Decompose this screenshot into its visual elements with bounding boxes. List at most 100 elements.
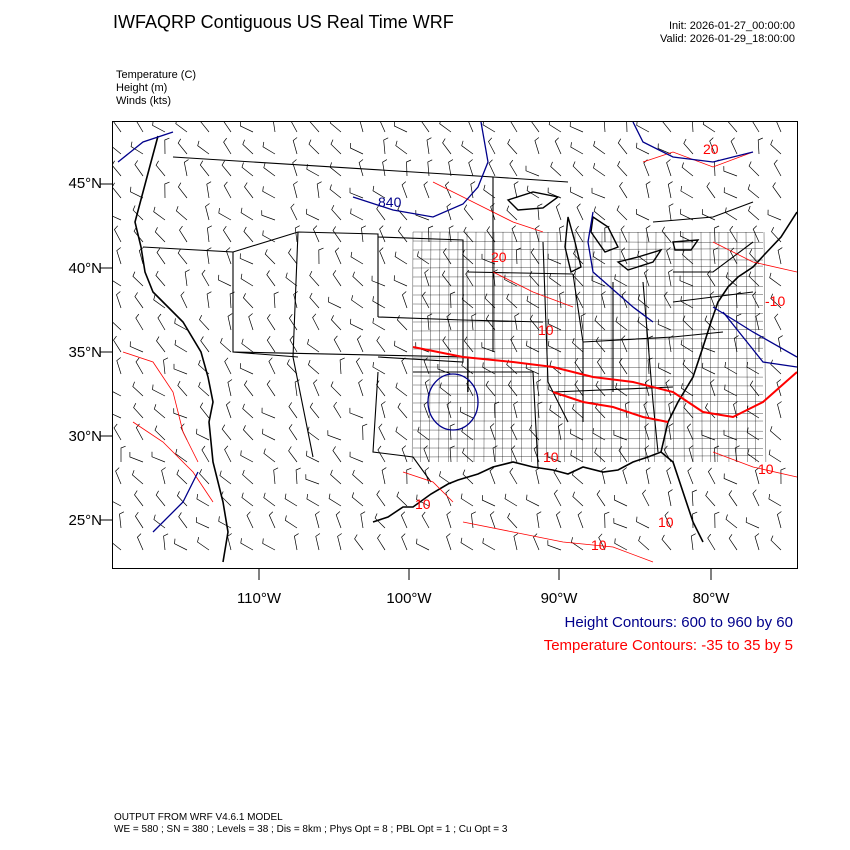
- wind-barb: [439, 382, 452, 397]
- wind-barb: [330, 381, 342, 397]
- wind-barb: [241, 338, 254, 353]
- wind-barb: [330, 469, 342, 485]
- wind-barb: [770, 293, 782, 309]
- wind-barb: [421, 291, 430, 309]
- wind-barb: [177, 380, 188, 397]
- county-line: [412, 276, 764, 278]
- wind-barb: [745, 517, 760, 529]
- county-line: [582, 231, 585, 463]
- wind-barb: [381, 467, 387, 485]
- wind-barb: [315, 511, 320, 529]
- wind-barb: [723, 429, 738, 441]
- wind-barb: [295, 467, 301, 485]
- wind-barb: [701, 209, 716, 221]
- wind-barb: [664, 511, 672, 529]
- wind-barb: [773, 159, 782, 177]
- county-line: [412, 338, 764, 341]
- temperature-label: 20: [491, 249, 507, 265]
- wind-barb: [534, 137, 540, 155]
- wind-barb: [115, 467, 122, 485]
- wind-barb: [486, 226, 496, 243]
- wind-barb: [306, 493, 320, 507]
- wind-barb: [332, 270, 342, 287]
- county-line: [412, 393, 764, 395]
- wind-barb: [423, 401, 430, 419]
- county-line: [473, 231, 477, 463]
- wind-barb: [199, 160, 210, 177]
- wind-barb: [580, 313, 586, 331]
- wind-barb: [129, 341, 144, 353]
- wind-barb: [175, 448, 188, 463]
- wind-barb: [481, 342, 496, 353]
- wind-barb: [242, 139, 254, 155]
- county-line: [520, 231, 522, 463]
- wind-barb: [704, 315, 716, 331]
- wind-barb: [446, 533, 452, 551]
- wind-barb: [667, 181, 673, 199]
- wind-barb: [530, 248, 540, 265]
- wind-barb: [770, 139, 782, 155]
- wind-barb: [680, 296, 694, 309]
- wind-barb: [290, 203, 298, 221]
- wind-barb: [337, 533, 342, 551]
- wind-barb: [116, 357, 122, 375]
- wind-barb: [284, 493, 298, 507]
- wind-barb: [714, 225, 720, 243]
- wind-barb: [227, 313, 233, 331]
- county-line: [546, 231, 549, 463]
- wind-barb: [613, 518, 628, 529]
- wind-barb: [262, 428, 276, 441]
- wind-barb: [218, 274, 232, 287]
- wind-barb: [129, 452, 144, 463]
- wind-barb: [113, 160, 122, 177]
- wind-barb: [714, 511, 720, 529]
- wind-barb: [155, 490, 166, 507]
- wind-barb: [618, 357, 628, 375]
- wind-barb: [460, 537, 474, 551]
- wind-barb: [113, 280, 122, 287]
- wind-barb: [661, 534, 672, 551]
- wind-barb: [184, 269, 190, 287]
- wind-barb: [416, 538, 430, 551]
- wind-barb: [306, 208, 320, 221]
- wind-barb: [768, 493, 782, 507]
- wind-barb: [243, 380, 254, 397]
- wind-barb: [239, 363, 254, 375]
- wind-barb: [593, 140, 606, 155]
- wind-barb: [374, 513, 386, 529]
- wind-barb: [594, 315, 606, 331]
- wind-barb: [728, 534, 738, 551]
- wind-barb: [263, 162, 276, 177]
- wind-barb: [318, 247, 324, 265]
- wind-barb: [681, 162, 694, 177]
- wind-barb: [470, 181, 476, 199]
- temperature-label: -10: [765, 293, 785, 309]
- wind-barb: [401, 357, 408, 375]
- wind-barb: [507, 380, 518, 397]
- wind-barb: [220, 337, 232, 353]
- wind-barb: [621, 335, 628, 353]
- lon-label-110w: 110°W: [236, 590, 282, 607]
- wind-barb: [372, 318, 386, 331]
- wind-barb: [572, 337, 584, 353]
- wind-barb: [591, 275, 606, 287]
- wind-barb: [135, 313, 144, 331]
- wind-barb: [482, 122, 496, 133]
- temperature-label: 10: [415, 496, 431, 512]
- wind-barb: [643, 159, 650, 177]
- wind-barb: [134, 292, 144, 309]
- wind-barb: [450, 291, 456, 309]
- wind-barb: [155, 160, 166, 177]
- wind-barb: [666, 159, 672, 177]
- wind-barb: [572, 491, 584, 507]
- wind-barb: [178, 512, 188, 529]
- wind-barb: [526, 295, 540, 309]
- wind-barb: [485, 380, 496, 397]
- wind-barb: [113, 146, 122, 155]
- wind-barb: [332, 446, 342, 463]
- wind-barb: [596, 490, 606, 507]
- wind-barb: [173, 408, 188, 419]
- wind-barb: [113, 501, 122, 507]
- wind-barb: [468, 122, 474, 133]
- wind-barb: [173, 363, 188, 375]
